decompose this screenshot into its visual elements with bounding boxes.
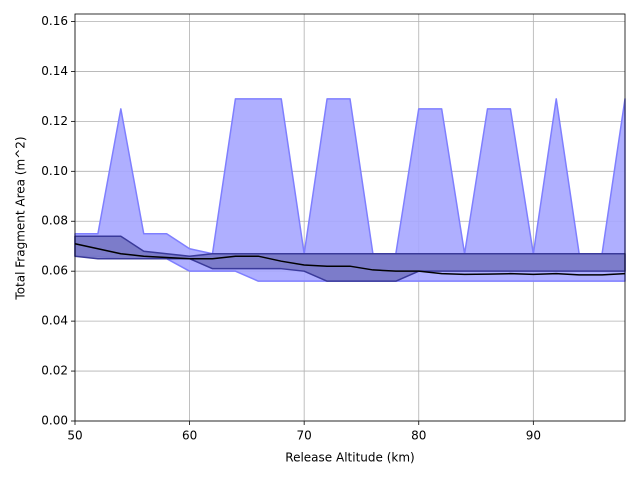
- y-tick-label: 0.12: [41, 114, 68, 128]
- x-axis-label: Release Altitude (km): [285, 451, 414, 465]
- y-tick-label: 0.04: [41, 314, 68, 328]
- x-tick-label: 70: [297, 429, 312, 443]
- y-tick-label: 0.16: [41, 14, 68, 28]
- x-tick-label: 60: [182, 429, 197, 443]
- y-tick-label: 0.00: [41, 414, 68, 428]
- y-tick-label: 0.02: [41, 364, 68, 378]
- y-tick-label: 0.10: [41, 164, 68, 178]
- x-tick-label: 50: [67, 429, 82, 443]
- plot-frame: [74, 13, 626, 422]
- mean-line: [74, 242, 626, 276]
- x-tick-label: 80: [411, 429, 426, 443]
- y-axis-label: Total Fragment Area (m^2): [14, 136, 28, 300]
- y-tick-label: 0.14: [41, 64, 68, 78]
- y-tick-label: 0.06: [41, 264, 68, 278]
- x-tick-label: 90: [526, 429, 541, 443]
- y-tick-label: 0.08: [41, 214, 68, 228]
